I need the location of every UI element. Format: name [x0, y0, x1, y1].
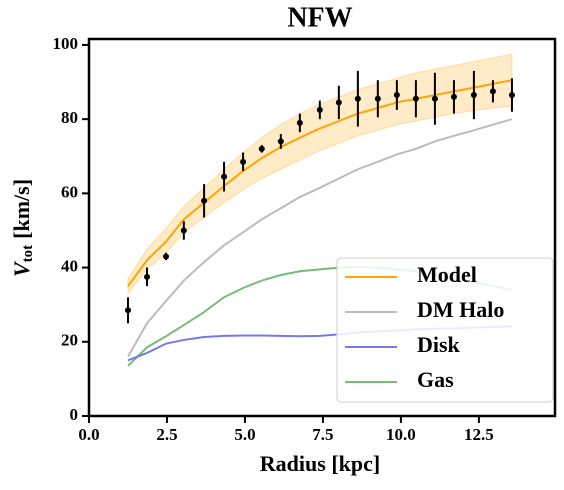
y-tick-label: 80 — [61, 108, 78, 127]
y-label-sub: tot — [20, 245, 36, 263]
y-label-unit: [km/s] — [9, 179, 34, 239]
y-label-main: V — [9, 260, 34, 277]
data-point — [412, 95, 419, 102]
plot-frame — [87, 37, 557, 418]
data-point — [124, 307, 131, 314]
y-tick-label: 100 — [53, 34, 79, 53]
series-line — [127, 118, 513, 358]
y-tick-label: 40 — [61, 256, 78, 275]
x-tick-label: 2.5 — [156, 425, 177, 444]
data-point — [470, 92, 477, 99]
legend-label: Disk — [417, 332, 461, 357]
data-point — [180, 227, 187, 234]
series-line — [127, 79, 513, 287]
x-tick-label: 7.5 — [312, 425, 333, 444]
x-tick-label: 0.0 — [78, 425, 99, 444]
data-point — [335, 99, 342, 106]
data-point — [258, 145, 265, 152]
data-point — [163, 253, 170, 260]
x-tick-label: 5.0 — [234, 425, 255, 444]
legend-label: DM Halo — [417, 297, 504, 322]
data-point — [354, 95, 361, 102]
chart-title: NFW — [287, 2, 352, 33]
data-point — [508, 92, 515, 99]
legend-label: Gas — [417, 367, 454, 392]
legend-label: Model — [417, 262, 477, 287]
data-point — [489, 88, 496, 95]
data-point — [221, 173, 228, 180]
x-axis-label: Radius [kpc] — [260, 451, 380, 476]
data-point — [296, 119, 303, 126]
data-point — [431, 95, 438, 102]
data-point — [240, 158, 247, 165]
data-point — [201, 197, 208, 204]
y-tick-label: 60 — [61, 182, 78, 201]
y-tick-label: 20 — [61, 331, 78, 350]
x-tick-label: 10.0 — [386, 425, 416, 444]
data-point — [277, 138, 284, 145]
y-tick-label: 0 — [70, 405, 79, 424]
data-point — [393, 92, 400, 99]
data-point — [144, 273, 151, 280]
data-point — [450, 93, 457, 100]
y-axis-label: Vtot [km/s] — [9, 179, 36, 277]
legend-box — [336, 257, 554, 403]
data-point — [374, 95, 381, 102]
x-tick-label: 12.5 — [464, 425, 494, 444]
data-point — [316, 106, 323, 113]
